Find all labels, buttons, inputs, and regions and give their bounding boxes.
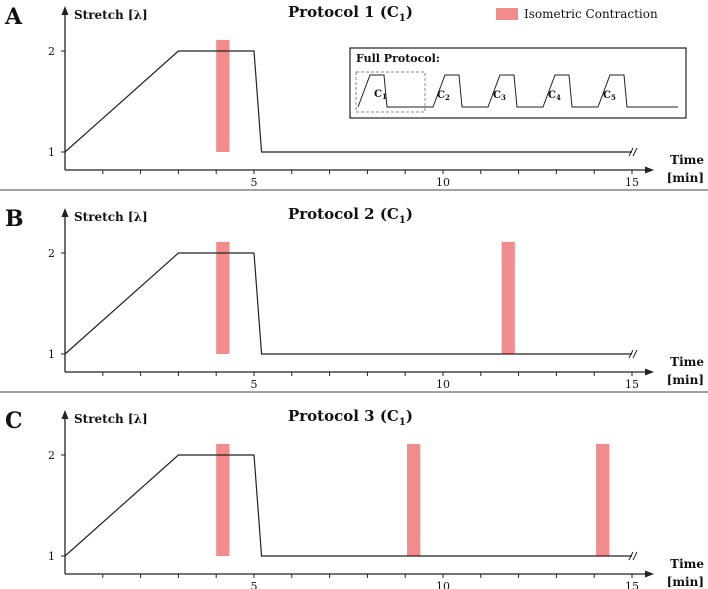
inset-cycle-label: C4: [548, 90, 561, 102]
contraction-bar: [216, 241, 230, 354]
x-axis-label: Time: [670, 557, 704, 571]
x-axis-arrow: [645, 166, 654, 174]
title-close: ): [406, 205, 413, 223]
y-axis-label: Stretch [λ]: [74, 210, 148, 224]
y-tick-label: 1: [48, 146, 55, 159]
title-close: ): [406, 3, 413, 21]
x-axis-arrow: [645, 570, 654, 578]
legend-swatch: [496, 8, 518, 20]
panel-b: B Protocol 2 (C1)Stretch [λ]5 10 1512Time[m…: [5, 205, 704, 391]
x-axis-label: Time: [670, 153, 704, 167]
x-tick-label: 10: [436, 176, 450, 189]
x-tick-label: 15: [625, 580, 639, 589]
panel-title: Protocol 3 (C1): [288, 407, 413, 428]
contraction-bar: [216, 443, 230, 556]
x-axis-unit: [min]: [667, 575, 704, 589]
title-text: Protocol 2 (C: [288, 205, 399, 223]
inset-cycle-label: C5: [603, 90, 616, 102]
stretch-line: [64, 454, 632, 557]
x-axis-label: Time: [670, 355, 704, 369]
inset-cycle-label: C2: [437, 90, 450, 102]
panel-title: Protocol 2 (C1): [288, 205, 413, 226]
inset-cycles: C1 C2 C3 C4 C5: [357, 74, 678, 108]
legend-label: Isometric Contraction: [524, 7, 658, 21]
panel-letter: C: [5, 408, 23, 434]
stretch-line: [64, 252, 632, 355]
x-axis-arrow: [645, 368, 654, 376]
title-close: ): [406, 407, 413, 425]
inset-cycle-label: C3: [493, 90, 506, 102]
y-tick-label: 2: [48, 247, 55, 260]
x-axis-unit: [min]: [667, 373, 704, 387]
x-tick-label: 15: [625, 378, 639, 391]
x-tick-label: 10: [436, 580, 450, 589]
inset-title: Full Protocol:: [356, 52, 440, 65]
x-tick-label: 10: [436, 378, 450, 391]
y-axis-arrow: [61, 410, 69, 419]
x-tick-label: 15: [625, 176, 639, 189]
x-tick-label: 5: [251, 378, 258, 391]
panel-title: Protocol 1 (C1): [288, 3, 413, 24]
contraction-bar: [216, 39, 230, 152]
contraction-bar: [501, 241, 515, 354]
y-axis-arrow: [61, 208, 69, 217]
panels: A Protocol 1 (C1)Stretch [λ]5 10 1512Time[m…: [4, 3, 704, 589]
x-axis-unit: [min]: [667, 171, 704, 185]
y-axis-label: Stretch [λ]: [74, 412, 148, 426]
title-subscript: 1: [399, 417, 406, 428]
title-subscript: 1: [399, 13, 406, 24]
inset-cycle-label: C1: [374, 89, 387, 101]
y-axis-arrow: [61, 6, 69, 15]
x-tick-label: 5: [251, 580, 258, 589]
axis-break: [628, 551, 638, 561]
panel-c: C Protocol 3 (C1)Stretch [λ]5 10 1512Time[m…: [5, 407, 704, 589]
contraction-bar: [407, 443, 421, 556]
title-text: Protocol 1 (C: [288, 3, 399, 21]
legend: Isometric Contraction: [496, 7, 658, 21]
inset-highlight-box: [355, 71, 426, 113]
panel-a: A Protocol 1 (C1)Stretch [λ]5 10 1512Time[m…: [4, 3, 704, 189]
y-tick-label: 2: [48, 449, 55, 462]
inset-cycle-trace: [357, 74, 678, 108]
stretch-line: [64, 50, 632, 153]
y-tick-label: 2: [48, 45, 55, 58]
y-axis-label: Stretch [λ]: [74, 8, 148, 22]
title-subscript: 1: [399, 215, 406, 226]
panel-letter: A: [4, 4, 23, 30]
axis-break: [628, 147, 638, 157]
contraction-bar: [596, 443, 610, 556]
y-tick-label: 1: [48, 550, 55, 563]
inset-frame: [349, 47, 687, 119]
y-tick-label: 1: [48, 348, 55, 361]
panel-letter: B: [5, 206, 24, 232]
inset-curve: [357, 74, 678, 108]
full-protocol-inset: Full Protocol: C1 C2 C3 C4 C5: [349, 47, 687, 119]
axis-break: [628, 349, 638, 359]
title-text: Protocol 3 (C: [288, 407, 399, 425]
x-tick-label: 5: [251, 176, 258, 189]
